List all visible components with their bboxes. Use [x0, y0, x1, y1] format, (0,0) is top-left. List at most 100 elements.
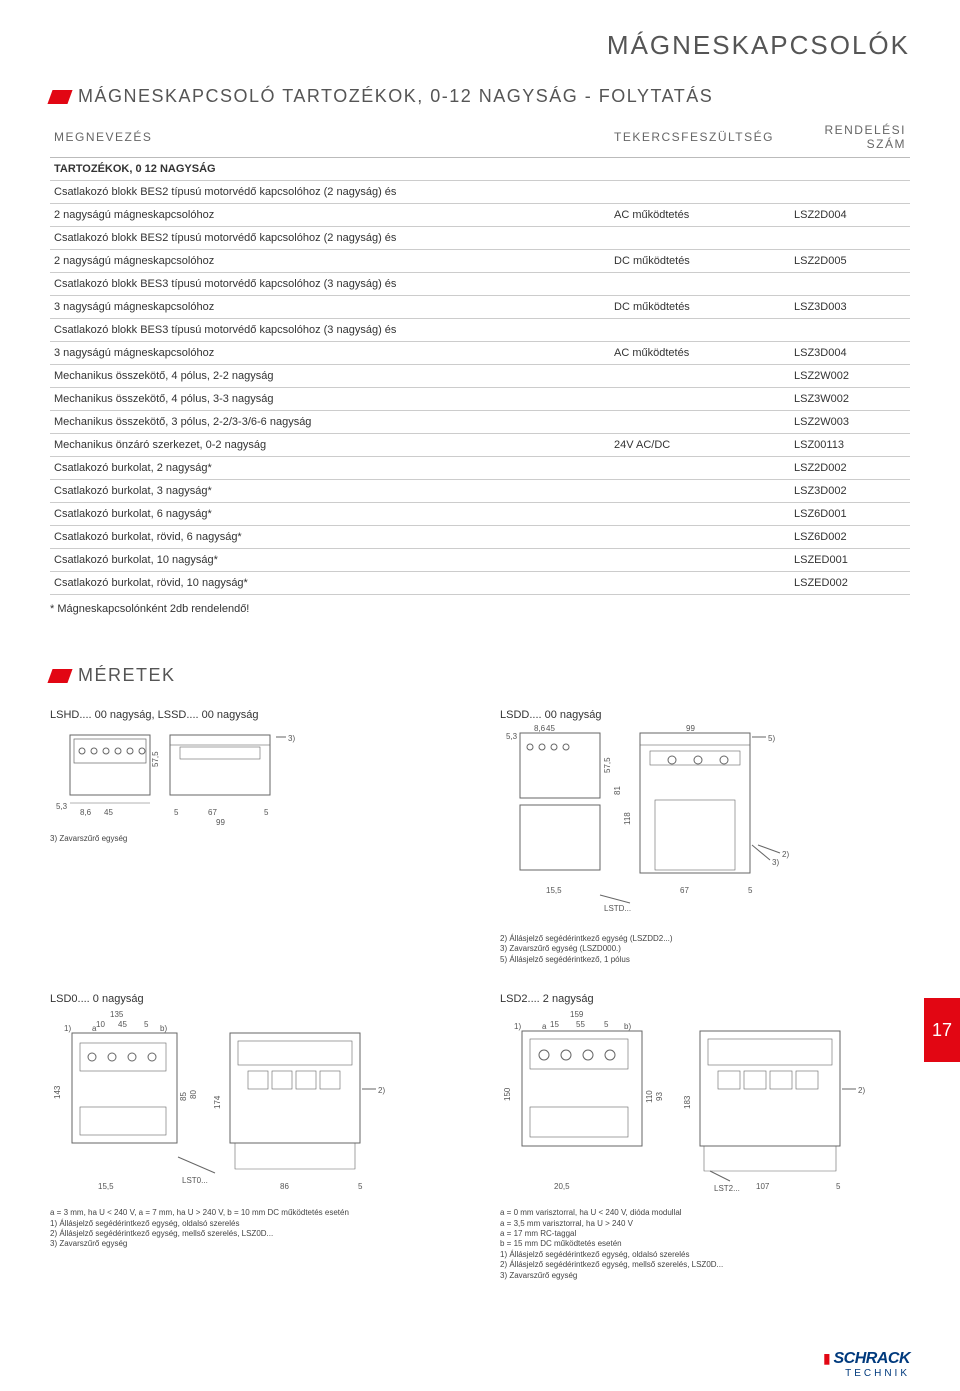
svg-text:67: 67	[680, 886, 689, 895]
cell-name: Mechanikus összekötő, 4 pólus, 2-2 nagys…	[50, 365, 610, 388]
cell-name: Mechanikus összekötő, 4 pólus, 3-3 nagys…	[50, 388, 610, 411]
table-row: 3 nagyságú mágneskapcsolóhozAC működteté…	[50, 342, 910, 365]
cell-voltage	[610, 457, 790, 480]
svg-text:10: 10	[96, 1020, 105, 1029]
diagram-lsdd-svg: 5,3 45 8,6 5) 3) 2) 99 106 67 5 15,5 118…	[500, 725, 800, 925]
cell-voltage	[610, 549, 790, 572]
diagram-lsd0-svg: 1) a b) 135 10 45 5 143 85 80 2) 174 15,…	[50, 1009, 410, 1199]
svg-text:3): 3)	[288, 734, 295, 743]
cell-code	[790, 319, 910, 342]
svg-text:80: 80	[189, 1090, 198, 1099]
svg-text:99: 99	[216, 818, 225, 825]
svg-text:135: 135	[110, 1010, 124, 1019]
svg-text:3): 3)	[772, 858, 779, 867]
table-row: Csatlakozó burkolat, 3 nagyság*LSZ3D002	[50, 480, 910, 503]
diagram-label: LSD2.... 2 nagyság	[500, 993, 910, 1005]
cell-voltage	[610, 526, 790, 549]
cell-code: LSZ6D001	[790, 503, 910, 526]
svg-text:15,5: 15,5	[98, 1182, 114, 1191]
svg-text:5: 5	[144, 1020, 149, 1029]
table-row: Csatlakozó blokk BES2 típusú motorvédő k…	[50, 181, 910, 204]
svg-text:5,3: 5,3	[56, 802, 68, 811]
svg-text:86: 86	[280, 1182, 289, 1191]
diagram-label: LSDD.... 00 nagyság	[500, 709, 910, 721]
cell-name: 2 nagyságú mágneskapcsolóhoz	[50, 204, 610, 227]
diagram-lshd-svg: 3) 5,3 8,6 45 5 67 5 99 57,5	[50, 725, 310, 825]
th-voltage: TEKERCSFESZÜLTSÉG	[610, 117, 790, 158]
svg-text:45: 45	[118, 1020, 127, 1029]
cell-name: 2 nagyságú mágneskapcsolóhoz	[50, 250, 610, 273]
svg-text:5: 5	[174, 808, 179, 817]
table-row: Csatlakozó burkolat, 2 nagyság*LSZ2D002	[50, 457, 910, 480]
cell-name: Csatlakozó blokk BES3 típusú motorvédő k…	[50, 273, 610, 296]
svg-text:99: 99	[686, 725, 695, 733]
svg-text:57,5: 57,5	[151, 751, 160, 767]
cell-voltage	[610, 480, 790, 503]
cell-code: LSZED001	[790, 549, 910, 572]
svg-text:118: 118	[623, 812, 632, 825]
note-line: b = 15 mm DC működtetés esetén	[500, 1239, 910, 1249]
table-row: Csatlakozó burkolat, rövid, 10 nagyság*L…	[50, 572, 910, 595]
cell-code: LSZ2D004	[790, 204, 910, 227]
table-row: Mechanikus önzáró szerkezet, 0-2 nagyság…	[50, 434, 910, 457]
table-row: Csatlakozó burkolat, 10 nagyság*LSZED001	[50, 549, 910, 572]
section-header: MÁGNESKAPCSOLÓ TARTOZÉKOK, 0-12 NAGYSÁG …	[50, 86, 910, 107]
table-row: 3 nagyságú mágneskapcsolóhozDC működteté…	[50, 296, 910, 319]
cell-voltage: DC működtetés	[610, 250, 790, 273]
cell-voltage	[610, 572, 790, 595]
svg-text:5: 5	[358, 1182, 363, 1191]
note-line: 2) Állásjelző segédérintkező egység (LSZ…	[500, 934, 910, 944]
cell-code: LSZ6D002	[790, 526, 910, 549]
svg-text:45: 45	[104, 808, 113, 817]
svg-text:8,6: 8,6	[534, 725, 546, 733]
cell-code: LSZ3D004	[790, 342, 910, 365]
cell-voltage	[610, 227, 790, 250]
cell-code: LSZ2W002	[790, 365, 910, 388]
note-line: 1) Állásjelző segédérintkező egység, old…	[50, 1219, 460, 1229]
svg-text:150: 150	[503, 1087, 512, 1101]
section-title: MÁGNESKAPCSOLÓ TARTOZÉKOK, 0-12 NAGYSÁG …	[78, 86, 713, 107]
svg-text:159: 159	[570, 1010, 584, 1019]
cell-code	[790, 181, 910, 204]
svg-text:2): 2)	[782, 850, 789, 859]
cell-name: Csatlakozó burkolat, 3 nagyság*	[50, 480, 610, 503]
note-line: 3) Zavarszűrő egység	[50, 1239, 460, 1249]
cell-voltage	[610, 411, 790, 434]
svg-text:5): 5)	[768, 734, 775, 743]
note-line: a = 0 mm varisztorral, ha U < 240 V, dió…	[500, 1208, 910, 1218]
note-line: a = 3,5 mm varisztorral, ha U > 240 V	[500, 1219, 910, 1229]
cell-name: Csatlakozó blokk BES3 típusú motorvédő k…	[50, 319, 610, 342]
diagram-notes: a = 3 mm, ha U < 240 V, a = 7 mm, ha U >…	[50, 1208, 460, 1250]
diagram-notes: 2) Állásjelző segédérintkező egység (LSZ…	[500, 934, 910, 965]
brand-sub: TECHNIK	[845, 1368, 910, 1379]
footer: ▮ SCHRACK TECHNIK	[0, 1341, 960, 1391]
cell-voltage	[610, 503, 790, 526]
cell-name: 3 nagyságú mágneskapcsolóhoz	[50, 342, 610, 365]
cell-voltage: AC működtetés	[610, 204, 790, 227]
cell-name: Csatlakozó blokk BES2 típusú motorvédő k…	[50, 181, 610, 204]
note-line: 3) Zavarszűrő egység	[500, 1271, 910, 1281]
cell-name: Csatlakozó blokk BES2 típusú motorvédő k…	[50, 227, 610, 250]
note-line: 2) Állásjelző segédérintkező egység, mel…	[500, 1260, 910, 1270]
svg-text:5: 5	[836, 1182, 841, 1191]
svg-text:81: 81	[613, 786, 622, 795]
svg-text:93: 93	[655, 1092, 664, 1101]
diagram-lshd: LSHD.... 00 nagyság, LSSD.... 00 nagyság…	[50, 701, 460, 965]
table-row: Csatlakozó blokk BES3 típusú motorvédő k…	[50, 273, 910, 296]
svg-text:15: 15	[550, 1020, 559, 1029]
svg-text:5: 5	[264, 808, 269, 817]
table-row: Csatlakozó blokk BES3 típusú motorvédő k…	[50, 319, 910, 342]
th-code: RENDELÉSI SZÁM	[790, 117, 910, 158]
section-row-label: TARTOZÉKOK, 0 12 NAGYSÁG	[50, 158, 910, 181]
note-line: 1) Állásjelző segédérintkező egység, old…	[500, 1250, 910, 1260]
section-marker-icon	[47, 90, 72, 104]
table-section-row: TARTOZÉKOK, 0 12 NAGYSÁG	[50, 158, 910, 181]
diagram-label: LSHD.... 00 nagyság, LSSD.... 00 nagyság	[50, 709, 460, 721]
cell-code: LSZED002	[790, 572, 910, 595]
table-row: Mechanikus összekötő, 4 pólus, 2-2 nagys…	[50, 365, 910, 388]
cell-name: Csatlakozó burkolat, 2 nagyság*	[50, 457, 610, 480]
dimensions-header: MÉRETEK	[50, 665, 910, 686]
cell-voltage: DC működtetés	[610, 296, 790, 319]
cell-code: LSZ2W003	[790, 411, 910, 434]
diagram-notes: a = 0 mm varisztorral, ha U < 240 V, dió…	[500, 1208, 910, 1281]
